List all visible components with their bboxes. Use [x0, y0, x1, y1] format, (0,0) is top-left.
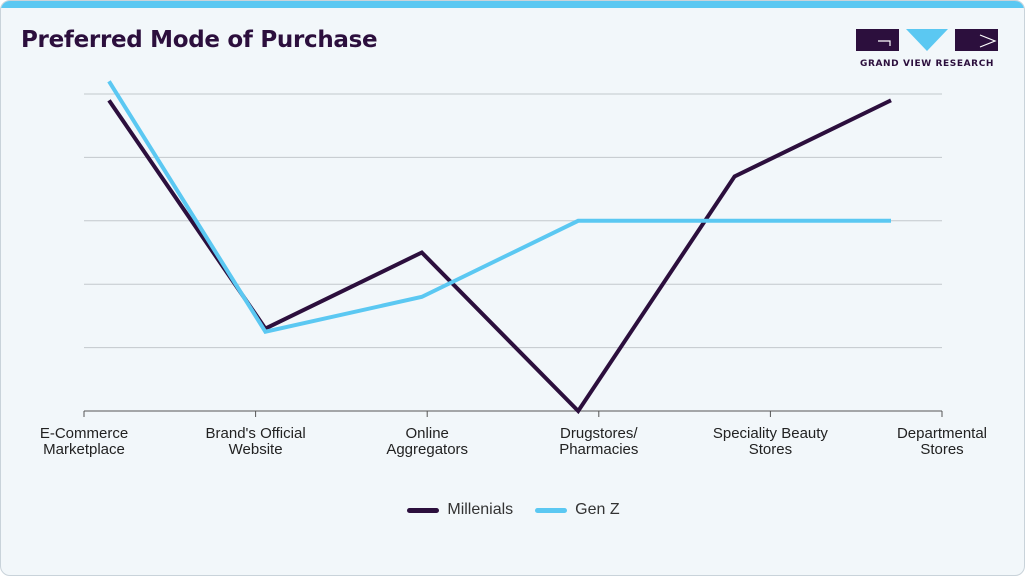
- x-tick-label: Brand's Official Website: [206, 425, 306, 458]
- x-tick-label: E-Commerce Marketplace: [40, 425, 128, 458]
- legend-item-millenials: Millenials: [407, 501, 513, 519]
- brand-logo-mark: [856, 29, 998, 51]
- brand-name: GRAND VIEW RESEARCH: [859, 59, 995, 69]
- x-tick-label: Online Aggregators: [386, 425, 468, 458]
- brand-logo: GRAND VIEW RESEARCH: [856, 29, 998, 73]
- x-tick-label: Departmental Stores: [897, 425, 987, 458]
- x-tick-label: Drugstores/Pharmacies: [559, 425, 638, 458]
- legend-swatch-millenials: [407, 507, 440, 513]
- chart-title: Preferred Mode of Purchase: [21, 27, 378, 53]
- legend-item-gen-z: Gen Z: [535, 501, 620, 519]
- series-line-gen-z: [107, 80, 891, 335]
- legend-swatch-gen-z: [535, 507, 568, 513]
- chart-legend: Millenials Gen Z: [1, 501, 1024, 519]
- legend-label-millenials: Millenials: [447, 501, 514, 518]
- series-line-millenials: [107, 98, 892, 415]
- accent-bar: [1, 1, 1024, 8]
- x-tick-label: Speciality Beauty Stores: [713, 425, 829, 458]
- legend-label-gen-z: Gen Z: [575, 501, 620, 518]
